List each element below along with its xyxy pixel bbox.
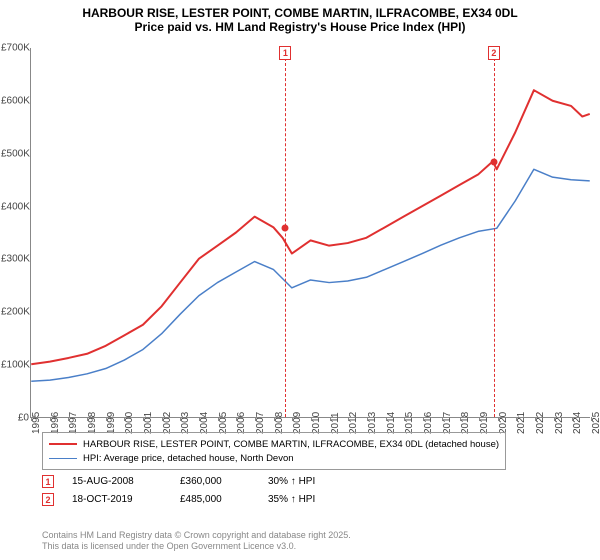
y-axis-tick-label: £400K xyxy=(1,201,29,212)
x-axis-tick-label: 2022 xyxy=(535,412,546,434)
x-axis-tick-label: 2007 xyxy=(255,412,266,434)
series-hpi xyxy=(31,169,589,381)
x-axis-tick-label: 2002 xyxy=(162,412,173,434)
transaction-date: 18-OCT-2019 xyxy=(72,494,162,505)
x-axis-tick-label: 2010 xyxy=(311,412,322,434)
legend-item: HARBOUR RISE, LESTER POINT, COMBE MARTIN… xyxy=(49,437,499,451)
footer-line-1: Contains HM Land Registry data © Crown c… xyxy=(42,530,351,541)
x-axis-tick-label: 2015 xyxy=(404,412,415,434)
x-axis-tick-label: 1999 xyxy=(106,412,117,434)
x-axis-tick-label: 2009 xyxy=(292,412,303,434)
transaction-price: £360,000 xyxy=(180,476,250,487)
attribution-footer: Contains HM Land Registry data © Crown c… xyxy=(42,530,351,553)
transaction-date: 15-AUG-2008 xyxy=(72,476,162,487)
transaction-row: 1 15-AUG-2008 £360,000 30% ↑ HPI xyxy=(42,472,315,490)
y-axis-tick-label: £100K xyxy=(1,360,29,371)
chart-title: HARBOUR RISE, LESTER POINT, COMBE MARTIN… xyxy=(0,0,600,34)
marker-dot-2 xyxy=(490,158,497,165)
legend-item: HPI: Average price, detached house, Nort… xyxy=(49,451,499,465)
x-axis-tick-label: 2001 xyxy=(143,412,154,434)
x-axis-tick-label: 2025 xyxy=(591,412,600,434)
y-axis-tick-label: £0 xyxy=(1,413,29,424)
x-axis-tick-label: 2003 xyxy=(180,412,191,434)
x-axis-tick-label: 2004 xyxy=(199,412,210,434)
x-axis-tick-label: 2020 xyxy=(498,412,509,434)
legend-swatch xyxy=(49,443,77,445)
x-axis-tick-label: 2024 xyxy=(572,412,583,434)
marker-label-1: 1 xyxy=(279,46,291,60)
title-line-2: Price paid vs. HM Land Registry's House … xyxy=(0,20,600,34)
plot-area: £0£100K£200K£300K£400K£500K£600K£700K199… xyxy=(30,48,590,418)
x-axis-tick-label: 2005 xyxy=(218,412,229,434)
x-axis-tick-label: 2023 xyxy=(554,412,565,434)
x-axis-tick-label: 2017 xyxy=(442,412,453,434)
x-axis-tick-label: 2011 xyxy=(330,412,341,434)
transaction-marker-icon: 1 xyxy=(42,475,54,488)
x-axis-tick-label: 1998 xyxy=(87,412,98,434)
transaction-list: 1 15-AUG-2008 £360,000 30% ↑ HPI 2 18-OCT-201… xyxy=(42,472,315,508)
x-axis-tick-label: 2013 xyxy=(367,412,378,434)
x-axis-tick-label: 2016 xyxy=(423,412,434,434)
transaction-marker-icon: 2 xyxy=(42,493,54,506)
transaction-row: 2 18-OCT-2019 £485,000 35% ↑ HPI xyxy=(42,490,315,508)
legend-label: HPI: Average price, detached house, Nort… xyxy=(83,453,294,464)
x-axis-tick-label: 1996 xyxy=(50,412,61,434)
y-axis-tick-label: £500K xyxy=(1,148,29,159)
transaction-hpi-delta: 30% ↑ HPI xyxy=(268,476,315,487)
series-price_paid xyxy=(31,90,589,364)
x-axis-tick-label: 1997 xyxy=(68,412,79,434)
marker-label-2: 2 xyxy=(488,46,500,60)
transaction-hpi-delta: 35% ↑ HPI xyxy=(268,494,315,505)
footer-line-2: This data is licensed under the Open Gov… xyxy=(42,541,351,552)
transaction-price: £485,000 xyxy=(180,494,250,505)
x-axis-tick-label: 2021 xyxy=(516,412,527,434)
y-axis-tick-label: £600K xyxy=(1,95,29,106)
line-series-svg xyxy=(31,48,590,417)
y-axis-tick-label: £200K xyxy=(1,307,29,318)
x-axis-tick-label: 2018 xyxy=(460,412,471,434)
x-axis-tick-label: 1995 xyxy=(31,412,42,434)
legend-label: HARBOUR RISE, LESTER POINT, COMBE MARTIN… xyxy=(83,439,499,450)
marker-dot-1 xyxy=(282,224,289,231)
marker-line-2 xyxy=(494,48,495,417)
title-line-1: HARBOUR RISE, LESTER POINT, COMBE MARTIN… xyxy=(0,6,600,20)
x-axis-tick-label: 2000 xyxy=(124,412,135,434)
chart-container: HARBOUR RISE, LESTER POINT, COMBE MARTIN… xyxy=(0,0,600,560)
y-axis-tick-label: £300K xyxy=(1,254,29,265)
y-axis-tick-label: £700K xyxy=(1,43,29,54)
marker-line-1 xyxy=(285,48,286,417)
legend: HARBOUR RISE, LESTER POINT, COMBE MARTIN… xyxy=(42,432,506,470)
x-axis-tick-label: 2019 xyxy=(479,412,490,434)
legend-swatch xyxy=(49,458,77,459)
x-axis-tick-label: 2012 xyxy=(348,412,359,434)
x-axis-tick-label: 2008 xyxy=(274,412,285,434)
x-axis-tick-label: 2006 xyxy=(236,412,247,434)
x-axis-tick-label: 2014 xyxy=(386,412,397,434)
